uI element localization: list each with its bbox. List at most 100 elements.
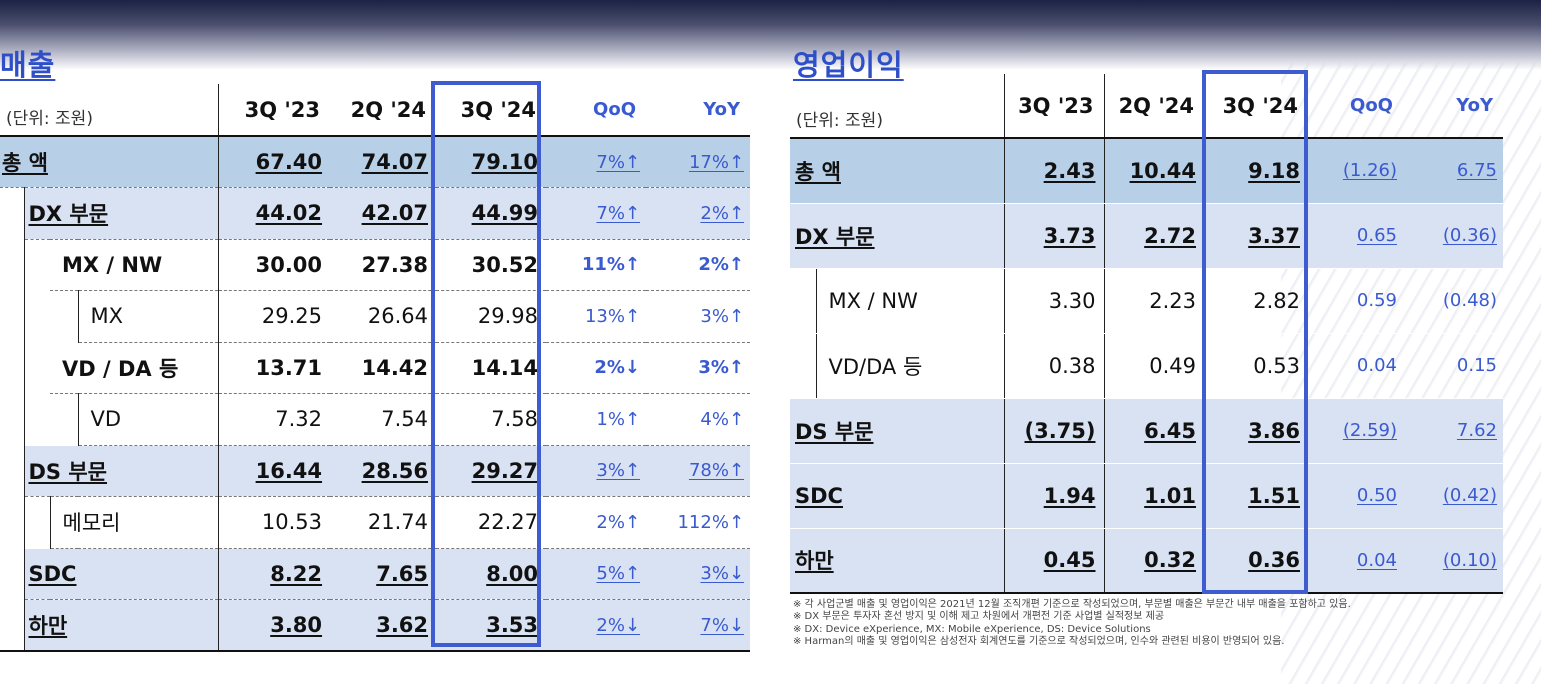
cell-value: 10.53: [218, 496, 331, 549]
table-row: 메모리 10.53 21.74 22.27 2%↑ 112%↑: [0, 496, 751, 549]
cell-value: 0.45: [1004, 528, 1105, 594]
cell-yoy: (0.36): [1403, 203, 1503, 269]
cell-yoy: (0.48): [1403, 268, 1503, 334]
table-row: SDC 1.94 1.01 1.51 0.50 (0.42): [790, 463, 1503, 529]
table-row: DX 부문 44.02 42.07 44.99 7%↑ 2%↑: [0, 187, 751, 240]
cell-value: 16.44: [218, 445, 331, 497]
indent: [790, 333, 817, 399]
row-label: MX / NW: [816, 268, 1005, 334]
cell-value: 30.52: [436, 239, 547, 291]
cell-value: 7.54: [330, 393, 437, 446]
row-label: VD / DA 등: [50, 342, 219, 394]
cell-yoy: 112%↑: [646, 496, 751, 549]
indent: [50, 290, 79, 342]
cell-yoy: 3%↓: [646, 548, 751, 600]
cell-qoq: 7%↑: [546, 187, 647, 240]
indent: [0, 393, 25, 445]
row-label: MX: [78, 290, 219, 343]
cell-value: (3.75): [1004, 398, 1105, 464]
cell-qoq: 7%↑: [546, 136, 647, 188]
indent: [24, 394, 50, 446]
table-header-row: (단위: 조원) 3Q '23 2Q '24 3Q '24 QoQ YoY: [790, 74, 1503, 139]
cell-yoy: 7.62: [1403, 398, 1503, 464]
cell-value: 9.18: [1204, 138, 1308, 204]
cell-qoq: 2%↓: [546, 599, 647, 652]
indent: [24, 342, 50, 394]
table-row: DS 부문 16.44 28.56 29.27 3%↑ 78%↑: [0, 445, 751, 497]
cell-value: 0.36: [1204, 528, 1308, 594]
col-2q24: 2Q '24: [330, 84, 437, 137]
row-label: VD: [78, 393, 219, 446]
cell-value: 0.32: [1104, 528, 1204, 594]
row-label: DS 부문: [24, 445, 219, 497]
cell-value: 1.01: [1104, 463, 1204, 529]
table-row: VD / DA 등 13.71 14.42 14.14 2%↓ 3%↑: [0, 342, 751, 394]
cell-value: 8.00: [436, 548, 547, 600]
cell-yoy: 6.75: [1403, 138, 1503, 204]
indent: [0, 187, 25, 239]
table-row: DX 부문 3.73 2.72 3.37 0.65 (0.36): [790, 203, 1503, 269]
cell-value: 26.64: [330, 290, 437, 343]
cell-qoq: 2%↓: [546, 342, 647, 394]
cell-value: 21.74: [330, 496, 437, 549]
indent: [790, 268, 817, 334]
table-row: VD/DA 등 0.38 0.49 0.53 0.04 0.15: [790, 333, 1503, 399]
cell-yoy: (0.42): [1403, 463, 1503, 529]
cell-value: 30.00: [218, 239, 331, 291]
cell-value: 7.32: [218, 393, 331, 446]
table-row: 총 액 67.40 74.07 79.10 7%↑ 17%↑: [0, 136, 751, 188]
cell-qoq: (2.59): [1308, 398, 1403, 464]
col-3q24: 3Q '24: [1204, 74, 1308, 139]
cell-value: 7.58: [436, 393, 547, 446]
row-label: 하만: [24, 599, 219, 652]
cell-yoy: 17%↑: [646, 136, 751, 188]
header-band: [0, 0, 1541, 70]
cell-value: 2.43: [1004, 138, 1105, 204]
col-qoq: QoQ: [1308, 74, 1403, 139]
cell-qoq: 0.50: [1308, 463, 1403, 529]
col-3q23: 3Q '23: [218, 84, 331, 137]
cell-qoq: 1%↑: [546, 393, 647, 446]
indent: [24, 239, 50, 291]
table-row: 하만 0.45 0.32 0.36 0.04 (0.10): [790, 528, 1503, 594]
indent: [24, 496, 51, 548]
cell-value: 29.27: [436, 445, 547, 497]
row-label: DS 부문: [790, 398, 1005, 464]
cell-value: 74.07: [330, 136, 437, 188]
cell-value: 28.56: [330, 445, 437, 497]
indent: [0, 496, 25, 548]
cell-value: 2.82: [1204, 268, 1308, 334]
cell-yoy: 3%↑: [646, 342, 751, 394]
cell-value: 0.53: [1204, 333, 1308, 399]
col-3q23: 3Q '23: [1004, 74, 1105, 139]
cell-value: 1.51: [1204, 463, 1308, 529]
cell-value: 42.07: [330, 187, 437, 240]
row-label: VD/DA 등: [816, 333, 1005, 399]
operating-profit-table: (단위: 조원) 3Q '23 2Q '24 3Q '24 QoQ YoY 총 …: [790, 74, 1503, 594]
cell-value: 44.02: [218, 187, 331, 240]
footnote: ※ Harman의 매출 및 영업이익은 삼성전자 회계연도를 기준으로 작성되…: [793, 636, 1285, 648]
cell-yoy: 2%↑: [646, 187, 751, 240]
col-yoy: YoY: [646, 84, 751, 137]
table-row: MX / NW 3.30 2.23 2.82 0.59 (0.48): [790, 268, 1503, 334]
row-label: 총 액: [0, 136, 219, 188]
cell-value: 44.99: [436, 187, 547, 240]
indent: [0, 239, 25, 291]
table-row: SDC 8.22 7.65 8.00 5%↑ 3%↓: [0, 548, 751, 600]
cell-yoy: 78%↑: [646, 445, 751, 497]
highlight-box-3q24-op: [1202, 70, 1308, 594]
row-label: SDC: [790, 463, 1005, 529]
indent: [24, 291, 50, 343]
cell-value: 3.30: [1004, 268, 1105, 334]
row-label: 하만: [790, 528, 1005, 594]
unit-label: (단위: 조원): [790, 74, 1005, 139]
footnotes: ※ 각 사업군별 매출 및 영업이익은 2021년 12월 조직개편 기준으로 …: [793, 599, 1351, 649]
col-3q24: 3Q '24: [436, 84, 547, 137]
cell-value: 3.37: [1204, 203, 1308, 269]
cell-value: 8.22: [218, 548, 331, 600]
table-row: 총 액 2.43 10.44 9.18 (1.26) 6.75: [790, 138, 1503, 204]
cell-yoy: 3%↑: [646, 290, 751, 343]
cell-value: 3.86: [1204, 398, 1308, 464]
cell-value: 3.73: [1004, 203, 1105, 269]
cell-qoq: 13%↑: [546, 290, 647, 343]
